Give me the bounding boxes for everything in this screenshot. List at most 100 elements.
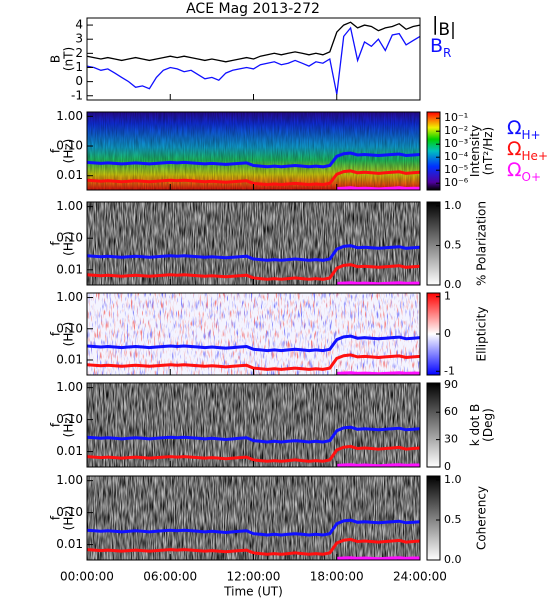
- y-tick-label: 0.10: [56, 231, 83, 245]
- y-axis-label: f: [49, 148, 63, 153]
- gyrofrequency-line: [86, 263, 421, 281]
- colorbar: [426, 111, 441, 191]
- gyrofrequency-line: [86, 444, 421, 463]
- gyrofrequency-line: [336, 281, 420, 286]
- colorbar-label: Ellipticity: [475, 307, 489, 362]
- gyrofrequency-line: [86, 244, 421, 262]
- y-tick-label: 0: [75, 74, 83, 88]
- y-tick-label: 1.00: [56, 290, 83, 304]
- gyrofrequency-line: [86, 334, 421, 353]
- legend-entry: ΩH+: [507, 117, 541, 142]
- y-tick-label: -1: [71, 88, 83, 102]
- colorbar-label: (nT²/Hz): [481, 127, 495, 175]
- colorbar-label: (Deg): [481, 408, 495, 442]
- legend-entry: BR: [430, 35, 452, 60]
- y-tick-label: 1.00: [56, 199, 83, 213]
- y-axis-label: (Hz): [62, 231, 76, 256]
- y-axis-label: (Hz): [62, 506, 76, 531]
- colorbar-tick-label: 10⁻⁴: [444, 150, 469, 163]
- y-tick-label: 0.10: [56, 505, 83, 519]
- y-tick-label: 0.01: [56, 444, 83, 458]
- y-axis-label: f: [49, 331, 63, 336]
- gyrofrequency-line: [336, 186, 420, 191]
- colorbar-tick-label: 10⁻²: [444, 124, 468, 137]
- y-axis-label: f: [49, 422, 63, 427]
- colorbar-tick-label: 90: [444, 378, 458, 391]
- x-tick-label: 18:00:00: [310, 570, 364, 584]
- x-tick-label: 12:00:00: [227, 570, 281, 584]
- y-tick-label: 3: [75, 32, 83, 46]
- spectrogram-texture: [87, 293, 420, 375]
- y-tick-label: 0.01: [56, 168, 83, 182]
- y-axis-label: (Hz): [62, 322, 76, 347]
- gyrofrequency-line: [336, 371, 420, 376]
- colorbar-tick-label: 10⁻⁶: [444, 176, 469, 189]
- spectrogram-texture: [87, 112, 420, 190]
- y-axis-label: f: [49, 241, 63, 246]
- spectrogram-texture: [87, 476, 420, 560]
- colorbar-label: % Polarization: [475, 201, 489, 286]
- x-axis-label: Time (UT): [223, 585, 283, 599]
- y-tick-label: 0.01: [56, 537, 83, 551]
- y-axis-label: (Hz): [62, 413, 76, 438]
- gyrofrequency-line: [336, 463, 420, 468]
- spectrogram-texture: [87, 383, 420, 467]
- y-tick-label: 0.01: [56, 262, 83, 276]
- colorbar-tick-label: 0: [444, 460, 451, 473]
- y-tick-label: 0.10: [56, 321, 83, 335]
- gyrofrequency-line: [86, 353, 421, 371]
- colorbar-tick-label: 0.5: [444, 238, 462, 251]
- y-tick-label: 1.00: [56, 473, 83, 487]
- y-tick-label: 0.10: [56, 139, 83, 153]
- colorbar-label: Coherency: [475, 486, 489, 550]
- data-line: [86, 26, 421, 95]
- colorbar-tick-label: 0.0: [444, 553, 462, 566]
- colorbar: [426, 382, 441, 468]
- x-tick-label: 06:00:00: [143, 570, 197, 584]
- gyrofrequency-line: [86, 169, 421, 187]
- x-tick-label: 24:00:00: [393, 570, 447, 584]
- colorbar-label: k dot B: [468, 404, 482, 446]
- colorbar-label: Intensity: [468, 125, 482, 177]
- colorbar: [426, 475, 441, 561]
- y-axis-label: (Hz): [62, 139, 76, 164]
- chart-title: ACE Mag 2013-272: [186, 1, 320, 17]
- colorbar-tick-label: -1: [444, 364, 455, 377]
- colorbar: [426, 201, 441, 286]
- colorbar-tick-label: 1.0: [444, 199, 462, 212]
- colorbar-tick-label: 10⁻¹: [444, 111, 468, 124]
- colorbar-tick-label: 0.5: [444, 513, 462, 526]
- spectrogram-texture: [87, 202, 420, 285]
- data-line: [86, 21, 421, 63]
- colorbar-tick-label: 10⁻⁵: [444, 163, 468, 176]
- colorbar-tick-label: 60: [444, 405, 458, 418]
- x-tick-label: 00:00:00: [60, 570, 114, 584]
- y-axis-label: B: [49, 55, 63, 63]
- legend-entry: ΩHe+: [507, 138, 548, 163]
- y-tick-label: 1.00: [56, 380, 83, 394]
- gyrofrequency-line: [86, 425, 421, 444]
- y-axis-label: f: [49, 515, 63, 520]
- colorbar-tick-label: 1.0: [444, 473, 462, 486]
- y-tick-label: 0.10: [56, 412, 83, 426]
- colorbar-tick-label: 0.0: [444, 278, 462, 291]
- y-tick-label: 4: [75, 18, 83, 32]
- y-tick-label: 1: [75, 60, 83, 74]
- gyrofrequency-line: [86, 151, 421, 169]
- gyrofrequency-line: [86, 518, 421, 537]
- y-axis-label: (nT): [62, 47, 76, 71]
- colorbar-tick-label: 10⁻³: [444, 137, 468, 150]
- colorbar-tick-label: 30: [444, 433, 458, 446]
- gyrofrequency-line: [86, 537, 421, 556]
- colorbar-tick-label: 0: [444, 327, 451, 340]
- colorbar-tick-label: 1: [444, 290, 451, 303]
- legend-entry: ΩO+: [507, 159, 542, 184]
- y-tick-label: 0.01: [56, 352, 83, 366]
- y-tick-label: 1.00: [56, 109, 83, 123]
- y-tick-label: 2: [75, 46, 83, 60]
- gyrofrequency-line: [336, 556, 420, 561]
- legend-entry: |B|: [432, 13, 456, 40]
